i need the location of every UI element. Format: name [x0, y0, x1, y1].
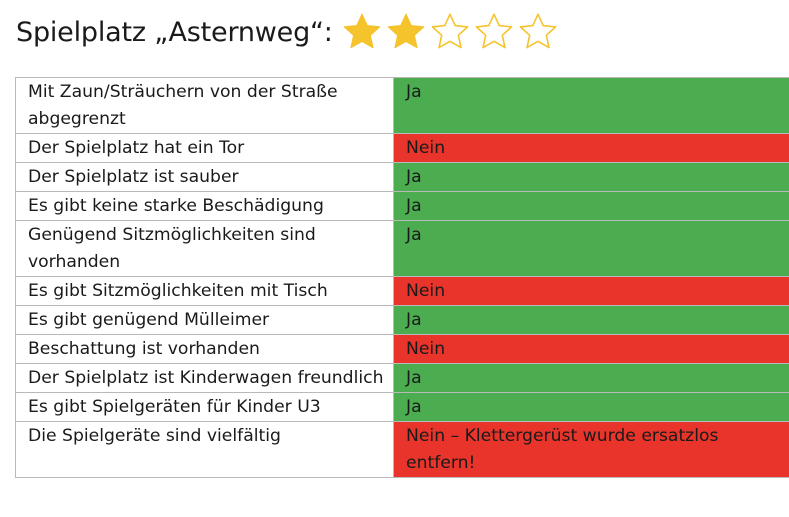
- star-icon: [473, 11, 515, 53]
- table-row: Der Spielplatz hat ein Tor Nein: [15, 133, 789, 163]
- star-icon: [341, 11, 383, 53]
- star-icon: [385, 11, 427, 53]
- criterion-cell: Es gibt keine starke Beschädigung: [15, 191, 394, 221]
- page-title: Spielplatz „Asternweg“:: [16, 16, 333, 48]
- answer-yes-cell: Ja: [393, 220, 789, 277]
- table-row: Genügend Sitzmöglichkeiten sind vorhande…: [15, 220, 789, 277]
- star-icon: [517, 11, 559, 53]
- table-row: Es gibt keine starke Beschädigung Ja: [15, 191, 789, 221]
- table-row: Es gibt Spielgeräten für Kinder U3 Ja: [15, 392, 789, 422]
- criterion-cell: Der Spielplatz ist sauber: [15, 162, 394, 192]
- criterion-cell: Beschattung ist vorhanden: [15, 334, 394, 364]
- answer-no-cell: Nein: [393, 276, 789, 306]
- checklist-table: Mit Zaun/Sträuchern von der Straße abgeg…: [15, 77, 789, 478]
- table-row: Der Spielplatz ist Kinderwagen freundlic…: [15, 363, 789, 393]
- table-row: Mit Zaun/Sträuchern von der Straße abgeg…: [15, 77, 789, 134]
- answer-yes-cell: Ja: [393, 162, 789, 192]
- table-row: Beschattung ist vorhanden Nein: [15, 334, 789, 364]
- criterion-cell: Der Spielplatz ist Kinderwagen freundlic…: [15, 363, 394, 393]
- answer-yes-cell: Ja: [393, 363, 789, 393]
- table-row: Der Spielplatz ist sauber Ja: [15, 162, 789, 192]
- answer-yes-cell: Ja: [393, 191, 789, 221]
- star-icon: [429, 11, 471, 53]
- star-rating: [341, 11, 561, 53]
- answer-yes-cell: Ja: [393, 305, 789, 335]
- criterion-cell: Genügend Sitzmöglichkeiten sind vorhande…: [15, 220, 394, 277]
- header: Spielplatz „Asternweg“:: [16, 8, 561, 56]
- table-row: Die Spielgeräte sind vielfältig Nein – Kl…: [15, 421, 789, 478]
- criterion-cell: Es gibt genügend Mülleimer: [15, 305, 394, 335]
- answer-no-cell: Nein – Klettergerüst wurde ersatzlos ent…: [393, 421, 789, 478]
- criterion-cell: Es gibt Sitzmöglichkeiten mit Tisch: [15, 276, 394, 306]
- answer-yes-cell: Ja: [393, 392, 789, 422]
- answer-no-cell: Nein: [393, 133, 789, 163]
- answer-no-cell: Nein: [393, 334, 789, 364]
- criterion-cell: Es gibt Spielgeräten für Kinder U3: [15, 392, 394, 422]
- criterion-cell: Die Spielgeräte sind vielfältig: [15, 421, 394, 478]
- criterion-cell: Der Spielplatz hat ein Tor: [15, 133, 394, 163]
- table-row: Es gibt Sitzmöglichkeiten mit Tisch Nein: [15, 276, 789, 306]
- answer-yes-cell: Ja: [393, 77, 789, 134]
- table-row: Es gibt genügend Mülleimer Ja: [15, 305, 789, 335]
- criterion-cell: Mit Zaun/Sträuchern von der Straße abgeg…: [15, 77, 394, 134]
